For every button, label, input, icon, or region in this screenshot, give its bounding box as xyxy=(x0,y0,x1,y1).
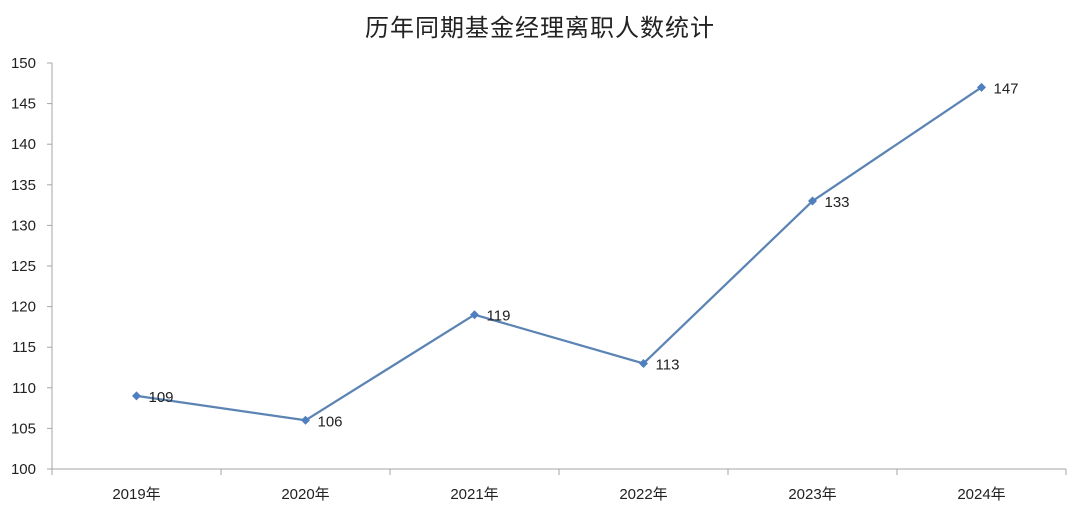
x-tick-label: 2024年 xyxy=(957,486,1005,503)
y-tick-label: 105 xyxy=(11,420,36,437)
x-tick-label: 2019年 xyxy=(112,486,160,503)
series-line xyxy=(136,86,983,422)
y-tick-label: 110 xyxy=(12,380,36,397)
y-tick-label: 125 xyxy=(11,258,36,275)
y-tick-label: 100 xyxy=(11,461,36,478)
data-label: 109 xyxy=(149,389,174,406)
data-label: 113 xyxy=(656,356,680,373)
x-axis-ticks: 2019年 2020年 2021年 2022年 2023年 2024年 xyxy=(51,469,1067,503)
y-tick-label: 120 xyxy=(11,299,36,316)
data-point-marker xyxy=(470,310,479,320)
y-tick-label: 145 xyxy=(11,96,36,113)
y-axis-ticks: 100 105 110 115 120 125 130 135 140 145 150 xyxy=(11,55,52,478)
x-tick-label: 2023年 xyxy=(788,486,836,503)
data-label: 133 xyxy=(825,194,850,211)
y-tick-label: 115 xyxy=(12,339,36,356)
data-point-marker xyxy=(639,358,648,368)
axes xyxy=(51,63,1066,470)
data-label: 119 xyxy=(487,308,511,325)
data-label: 106 xyxy=(318,413,343,430)
data-labels: 109 106 119 113 133 147 xyxy=(149,80,1019,430)
y-tick-label: 130 xyxy=(11,217,36,234)
x-tick-label: 2022年 xyxy=(619,486,667,503)
series xyxy=(132,82,986,425)
y-tick-label: 135 xyxy=(11,177,36,194)
data-point-marker xyxy=(977,82,986,92)
y-tick-label: 150 xyxy=(11,55,36,72)
data-point-marker xyxy=(301,415,310,425)
data-point-marker xyxy=(132,391,141,401)
x-tick-label: 2020年 xyxy=(281,486,329,503)
data-label: 147 xyxy=(994,80,1019,97)
y-tick-label: 140 xyxy=(11,136,36,153)
chart-title: 历年同期基金经理离职人数统计 xyxy=(365,14,715,42)
x-tick-label: 2021年 xyxy=(450,486,498,503)
data-point-marker xyxy=(808,196,817,206)
